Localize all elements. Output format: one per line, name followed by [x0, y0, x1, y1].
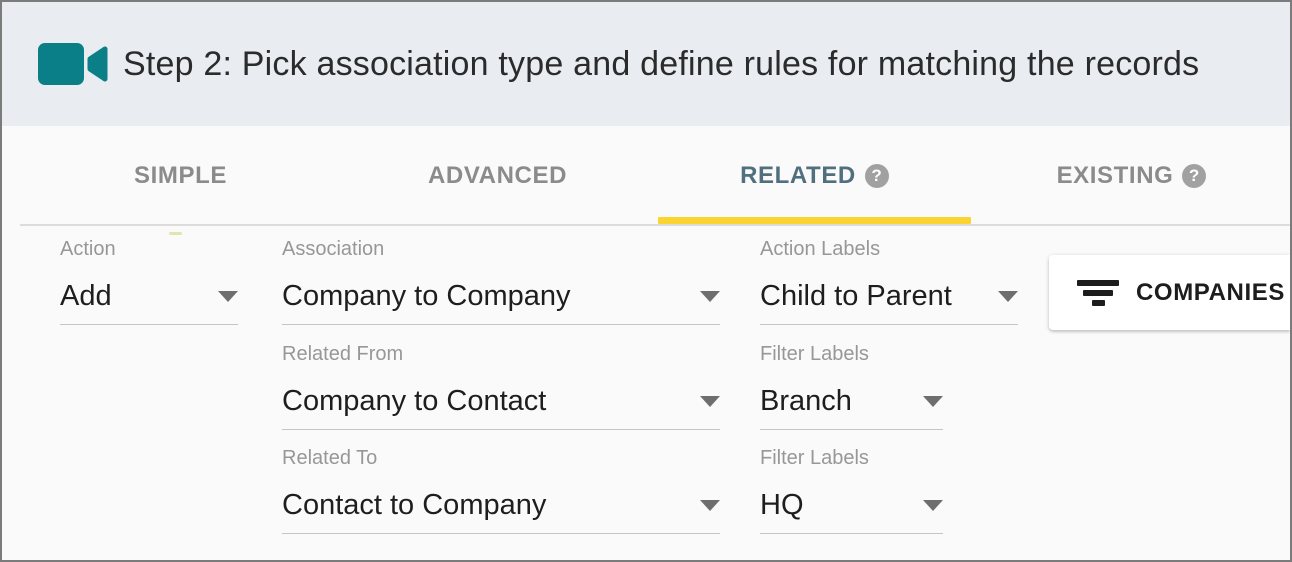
association-value[interactable]: Company to Company — [282, 280, 571, 312]
filter-labels-label: Filter Labels — [760, 447, 869, 469]
tab-simple-label: SIMPLE — [134, 162, 227, 189]
related-from-label: Related From — [282, 343, 404, 365]
tab-simple[interactable]: SIMPLE — [22, 128, 339, 224]
filter-labels-branch-dropdown[interactable]: Filter Labels Branch — [760, 343, 943, 430]
filter-labels-label: Filter Labels — [760, 343, 869, 365]
dropdown-arrow-icon — [923, 396, 943, 407]
action-labels-dropdown[interactable]: Action Labels Child to Parent — [760, 238, 1018, 325]
tab-existing[interactable]: EXISTING ? — [973, 128, 1290, 224]
related-from-value[interactable]: Company to Contact — [282, 385, 547, 417]
association-select[interactable]: Company to Company — [282, 280, 720, 325]
tabs-divider — [20, 224, 1290, 226]
dropdown-arrow-icon — [923, 500, 943, 511]
filter-labels-branch-value[interactable]: Branch — [760, 385, 852, 417]
tab-related-label: RELATED — [740, 162, 856, 189]
action-label: Action — [60, 238, 116, 260]
dropdown-arrow-icon — [218, 291, 238, 302]
filter-labels-hq-dropdown[interactable]: Filter Labels HQ — [760, 447, 943, 534]
related-from-dropdown[interactable]: Related From Company to Contact — [282, 343, 720, 430]
help-icon[interactable]: ? — [864, 164, 889, 188]
dialog-header: Step 2: Pick association type and define… — [2, 2, 1290, 126]
related-from-select[interactable]: Company to Contact — [282, 385, 720, 430]
related-to-dropdown[interactable]: Related To Contact to Company — [282, 447, 720, 534]
related-to-value[interactable]: Contact to Company — [282, 489, 547, 521]
tab-advanced-label: ADVANCED — [427, 162, 568, 189]
action-dropdown[interactable]: Action Add — [60, 238, 238, 325]
action-labels-value[interactable]: Child to Parent — [760, 280, 952, 312]
help-icon[interactable]: ? — [1182, 164, 1207, 188]
action-value[interactable]: Add — [60, 280, 112, 312]
companies-button[interactable]: COMPANIES — [1049, 255, 1290, 330]
filter-labels-hq-select[interactable]: HQ — [760, 489, 943, 534]
videocam-icon — [38, 43, 108, 85]
filter-labels-hq-value[interactable]: HQ — [760, 489, 804, 521]
association-label: Association — [282, 238, 385, 260]
companies-button-label: COMPANIES — [1136, 278, 1285, 306]
action-select[interactable]: Add — [60, 280, 238, 325]
dropdown-arrow-icon — [700, 291, 720, 302]
dropdown-arrow-icon — [700, 396, 720, 407]
filter-labels-branch-select[interactable]: Branch — [760, 385, 943, 430]
dropdown-arrow-icon — [700, 500, 720, 511]
related-to-label: Related To — [282, 447, 378, 469]
association-dropdown[interactable]: Association Company to Company — [282, 238, 720, 325]
action-labels-select[interactable]: Child to Parent — [760, 280, 1018, 325]
dropdown-arrow-icon — [998, 291, 1018, 302]
tab-related[interactable]: RELATED ? — [656, 128, 973, 224]
tab-advanced[interactable]: ADVANCED — [339, 128, 656, 224]
artifact-mark — [169, 232, 182, 235]
related-to-select[interactable]: Contact to Company — [282, 489, 720, 534]
tab-bar: SIMPLE ADVANCED RELATED ? EXISTING ? — [2, 128, 1290, 224]
filter-icon — [1077, 279, 1119, 306]
page-title: Step 2: Pick association type and define… — [123, 44, 1200, 83]
tab-existing-label: EXISTING — [1056, 162, 1174, 189]
action-labels-label: Action Labels — [760, 238, 881, 260]
